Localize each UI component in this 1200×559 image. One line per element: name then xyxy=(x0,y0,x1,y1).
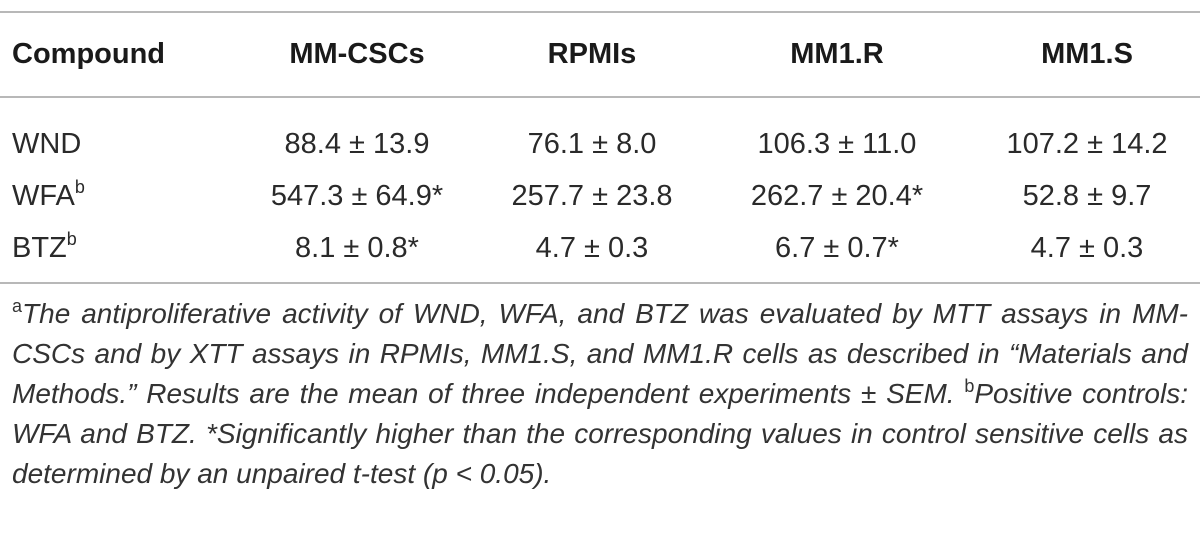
compound-cell: BTZb xyxy=(0,222,242,274)
footnote-b-text: Positive controls: WFA and BTZ. xyxy=(12,378,1188,449)
footnote-a-text: The antiproliferative activity of WND, W… xyxy=(12,298,1188,409)
header-rule xyxy=(0,96,1200,98)
compound-name: WND xyxy=(12,127,82,160)
value-cell: 76.1 ± 8.0 xyxy=(527,127,657,160)
table-row: BTZb 8.1 ± 0.8* 4.7 ± 0.3 6.7 ± 0.7* 4.7… xyxy=(0,222,1200,274)
header-row: Compound MM-CSCs RPMIs MM1.R MM1.S xyxy=(0,13,1200,96)
value-cell: 262.7 ± 20.4* xyxy=(750,179,924,212)
value-cell: 4.7 ± 0.3 xyxy=(535,231,649,264)
header-rpmis: RPMIs xyxy=(547,38,637,70)
value-cell: 106.3 ± 11.0 xyxy=(757,127,917,160)
footnote-a-marker: a xyxy=(12,296,23,316)
footnote-star-text: *Significantly higher than the correspon… xyxy=(12,418,1188,489)
top-rule xyxy=(0,11,1200,13)
table-row: WFAb 547.3 ± 64.9* 257.7 ± 23.8 262.7 ± … xyxy=(0,170,1200,222)
value-cell: 8.1 ± 0.8* xyxy=(295,231,419,264)
value-cell: 88.4 ± 13.9 xyxy=(284,127,430,160)
value-cell: 6.7 ± 0.7* xyxy=(775,231,899,264)
header-compound: Compound xyxy=(12,38,166,70)
compound-name: BTZ xyxy=(12,231,67,264)
compound-cell: WND xyxy=(0,96,242,170)
results-table: Compound MM-CSCs RPMIs MM1.R MM1.S WND 8… xyxy=(0,13,1200,274)
value-cell: 257.7 ± 23.8 xyxy=(511,179,673,212)
compound-cell: WFAb xyxy=(0,170,242,222)
table-footnotes: aThe antiproliferative activity of WND, … xyxy=(12,294,1188,494)
header-mm-cscs: MM-CSCs xyxy=(289,38,425,70)
header-mm1-s: MM1.S xyxy=(1041,38,1133,70)
table-row: WND 88.4 ± 13.9 76.1 ± 8.0 106.3 ± 11.0 … xyxy=(0,96,1200,170)
value-cell: 4.7 ± 0.3 xyxy=(1030,231,1144,264)
value-cell: 52.8 ± 9.7 xyxy=(1022,179,1152,212)
footnote-marker: b xyxy=(74,176,85,197)
bottom-rule xyxy=(0,282,1200,284)
value-cell: 107.2 ± 14.2 xyxy=(1006,127,1168,160)
compound-name: WFA xyxy=(12,179,75,212)
value-cell: 547.3 ± 64.9* xyxy=(270,179,444,212)
header-mm1-r: MM1.R xyxy=(790,38,884,70)
footnote-marker: b xyxy=(66,228,77,249)
footnote-b-marker: b xyxy=(964,376,975,396)
